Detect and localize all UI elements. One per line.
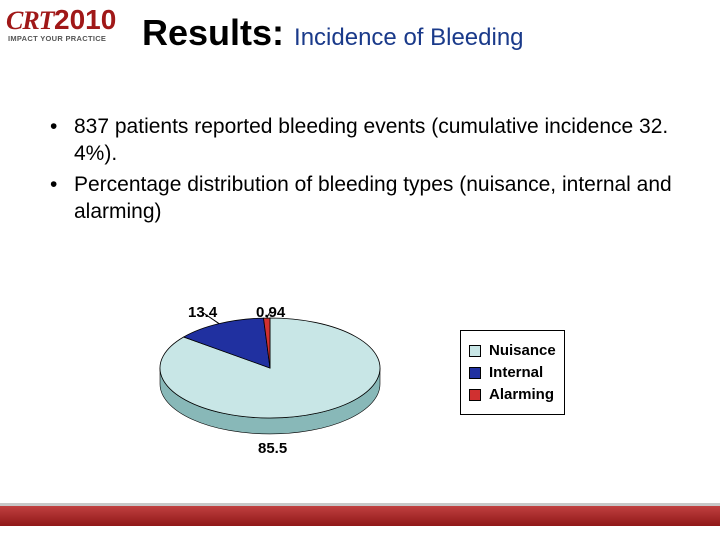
legend-item-alarming: Alarming xyxy=(469,386,556,403)
footer-red-band xyxy=(0,506,720,526)
logo-year: 2010 xyxy=(54,4,116,36)
title-main: Results: xyxy=(142,12,284,54)
legend-swatch-icon xyxy=(469,367,481,379)
bullet-item: Percentage distribution of bleeding type… xyxy=(40,172,680,226)
slide-title: Results: Incidence of Bleeding xyxy=(142,12,524,54)
pie-svg xyxy=(140,290,440,460)
legend-label: Alarming xyxy=(489,386,554,403)
pie-legend: Nuisance Internal Alarming xyxy=(460,330,565,415)
pie-chart: 13.4 0.94 85.5 Nuisance Internal Alarmin… xyxy=(140,290,600,450)
legend-swatch-icon xyxy=(469,345,481,357)
legend-item-internal: Internal xyxy=(469,364,556,381)
legend-item-nuisance: Nuisance xyxy=(469,342,556,359)
logo-crt-text: CRT xyxy=(6,6,54,35)
title-sub: Incidence of Bleeding xyxy=(294,24,524,52)
logo-tagline: IMPACT YOUR PRACTICE xyxy=(8,34,106,43)
footer-bar xyxy=(0,503,720,526)
pie-label-alarming: 0.94 xyxy=(256,304,285,321)
pie-label-nuisance: 85.5 xyxy=(258,440,287,457)
slide-header: CRT 2010 IMPACT YOUR PRACTICE Results: I… xyxy=(0,0,720,54)
pie-label-internal: 13.4 xyxy=(188,304,217,321)
legend-label: Internal xyxy=(489,364,543,381)
bullet-item: 837 patients reported bleeding events (c… xyxy=(40,114,680,168)
legend-swatch-icon xyxy=(469,389,481,401)
bullet-list: 837 patients reported bleeding events (c… xyxy=(40,114,680,226)
legend-label: Nuisance xyxy=(489,342,556,359)
crt-logo: CRT 2010 IMPACT YOUR PRACTICE xyxy=(6,6,136,54)
